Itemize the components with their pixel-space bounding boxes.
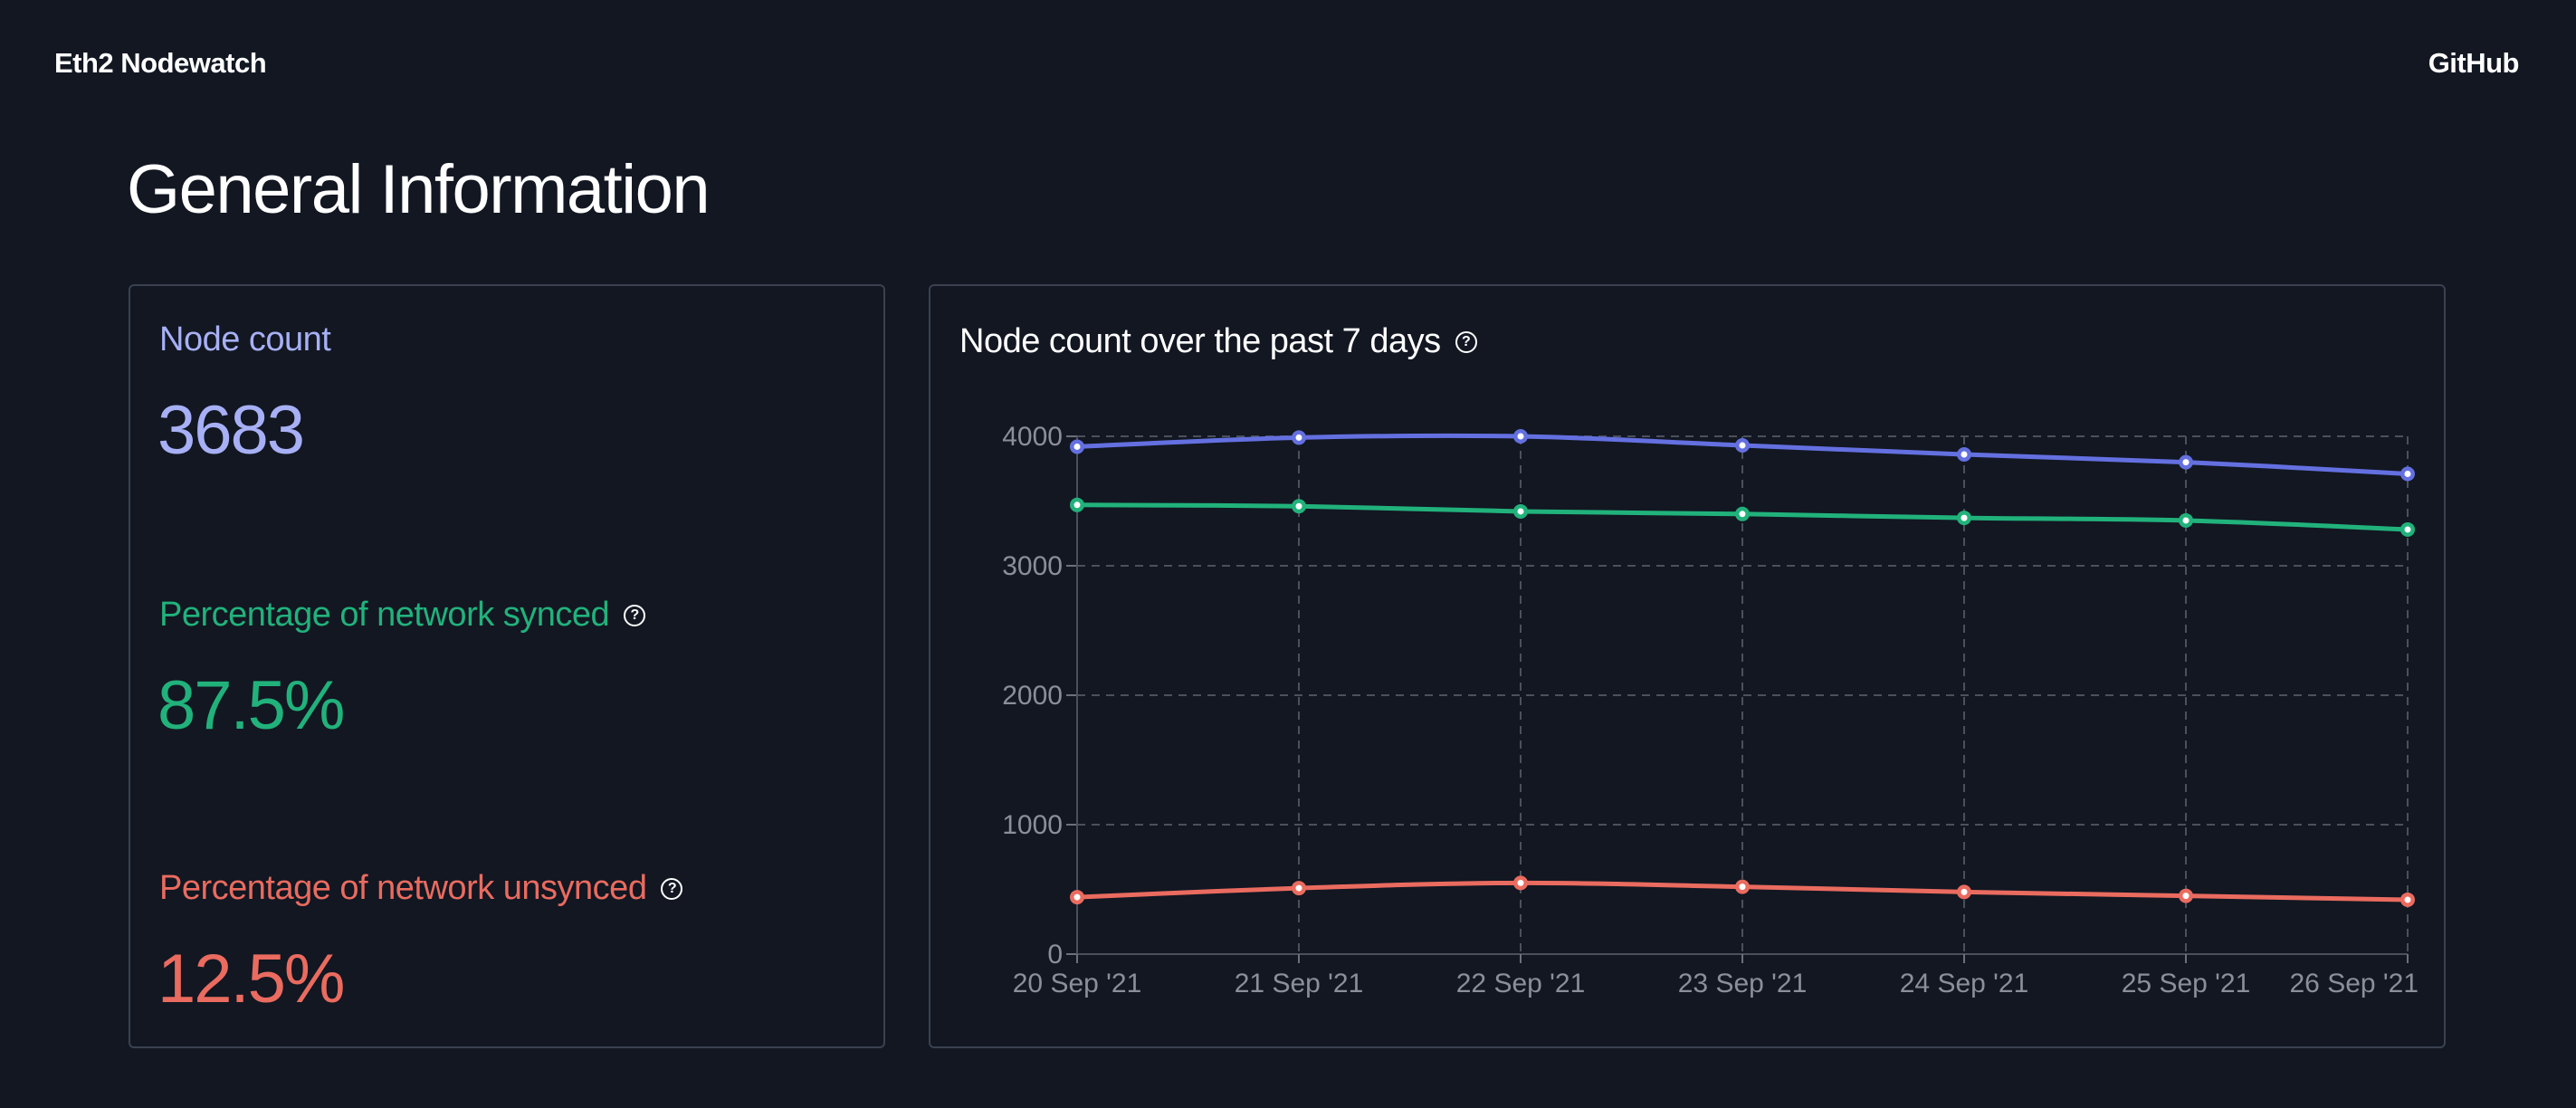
x-tick-label: 25 Sep '21 <box>2122 969 2251 998</box>
chart-help-icon[interactable]: ? <box>1455 330 1477 353</box>
page-title: General Information <box>127 151 711 228</box>
y-tick-label: 2000 <box>1002 681 1063 711</box>
data-point-center <box>2182 459 2190 466</box>
node-count-label: Node count <box>159 320 331 359</box>
data-point-center <box>1295 884 1302 892</box>
y-tick-label: 1000 <box>1002 810 1063 840</box>
data-point-center <box>1073 893 1081 901</box>
node-count-value: 3683 <box>157 392 305 469</box>
data-point-center <box>1961 451 1968 458</box>
data-point-center <box>2404 896 2411 903</box>
x-tick-label: 22 Sep '21 <box>1456 969 1586 998</box>
data-point-center <box>2404 526 2411 533</box>
x-tick-label: 23 Sep '21 <box>1678 969 1808 998</box>
node-count-chart: 0 1000 2000 3000 4000 20 Sep '21 21 Sep '21 22 … <box>1002 422 2419 998</box>
unsynced-value: 12.5% <box>157 941 345 1017</box>
x-tick-label: 20 Sep '21 <box>1013 969 1142 998</box>
data-point-center <box>1073 443 1081 450</box>
stats-card: Node count 3683 Percentage of network sy… <box>129 284 885 1048</box>
synced-help-icon[interactable]: ? <box>624 604 646 626</box>
data-point-center <box>1961 514 1968 521</box>
unsynced-label: Percentage of network unsynced ? <box>159 869 683 908</box>
synced-value: 87.5% <box>157 667 345 744</box>
x-tick-label: 21 Sep '21 <box>1235 969 1364 998</box>
x-tick-label: 24 Sep '21 <box>1900 969 2029 998</box>
data-point-center <box>2182 893 2190 900</box>
data-point-center <box>1739 511 1746 518</box>
y-tick-label: 4000 <box>1002 422 1063 452</box>
data-point-center <box>1961 888 1968 895</box>
data-point-center <box>1739 442 1746 449</box>
chart-title-text: Node count over the past 7 days <box>959 322 1441 360</box>
synced-label: Percentage of network synced ? <box>159 596 646 635</box>
y-tick-label: 0 <box>1047 940 1063 970</box>
data-point-center <box>1517 879 1524 886</box>
y-tick-label: 3000 <box>1002 551 1063 581</box>
node-count-label-text: Node count <box>159 320 331 358</box>
unsynced-label-text: Percentage of network unsynced <box>159 869 647 907</box>
data-point-center <box>1295 502 1302 510</box>
data-point-center <box>1517 433 1524 440</box>
unsynced-help-icon[interactable]: ? <box>661 877 683 900</box>
data-point-center <box>2182 517 2190 524</box>
brand-link[interactable]: Eth2 Nodewatch <box>54 47 267 79</box>
data-point-center <box>1739 884 1746 891</box>
x-tick-label: 26 Sep '21 <box>2289 969 2419 998</box>
chart-title: Node count over the past 7 days ? <box>959 322 1477 361</box>
data-point-center <box>1517 508 1524 515</box>
data-point-center <box>2404 470 2411 477</box>
chart-card: Node count over the past 7 days ? 0 1000 2… <box>929 284 2446 1048</box>
data-point-center <box>1295 434 1302 441</box>
github-link[interactable]: GitHub <box>2428 47 2520 79</box>
data-point-center <box>1073 501 1081 509</box>
synced-label-text: Percentage of network synced <box>159 596 610 634</box>
